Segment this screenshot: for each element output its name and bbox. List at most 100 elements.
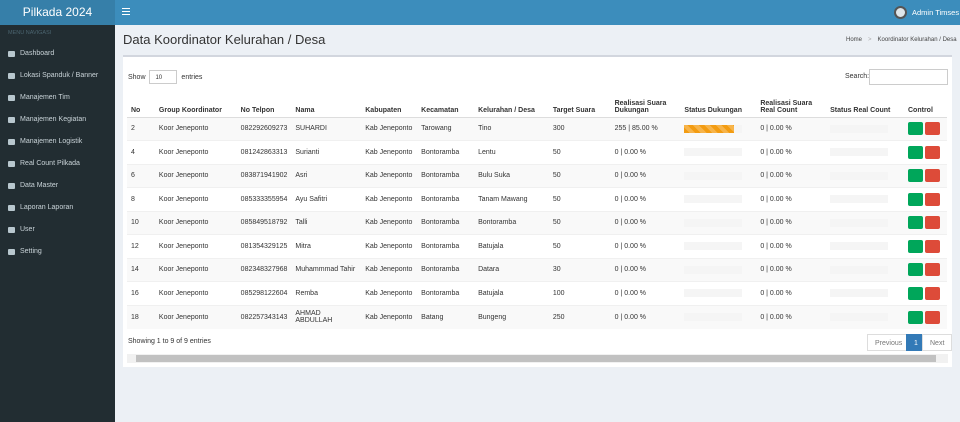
edit-button[interactable] — [908, 192, 923, 206]
breadcrumb-home[interactable]: Home — [846, 37, 863, 43]
table-body: 2 Koor Jeneponto 082292609273 SUHARDI Kab Je… — [127, 116, 947, 329]
realisasi-cell: 255 | 85.00 % — [610, 116, 681, 141]
nav-item[interactable]: Real Count Pilkada — [20, 160, 80, 167]
progress-bar — [684, 148, 743, 157]
progress-cell — [826, 234, 904, 258]
progress-cell — [680, 116, 757, 141]
delete-button[interactable] — [925, 216, 940, 230]
kelurahan-cell: Bulu Suka — [474, 163, 549, 188]
nav-icon — [8, 227, 15, 233]
scrollbar[interactable] — [127, 354, 948, 363]
user-name[interactable]: Admin Timses — [912, 8, 960, 17]
user-avatar[interactable] — [894, 6, 907, 19]
table-row: 16 Koor Jeneponto 085298122604 Remba Kab Jen… — [127, 281, 947, 305]
progress-cell — [826, 257, 904, 282]
delete-button[interactable] — [925, 169, 940, 183]
prev-button[interactable]: Previous — [867, 334, 911, 351]
kecamatan-cell: Bontoramba — [417, 210, 475, 235]
column-header[interactable]: Control — [904, 90, 947, 118]
breadcrumb: Home > Koordinator Kelurahan / Desa — [846, 37, 957, 43]
column-header[interactable]: Kecamatan — [417, 90, 475, 118]
nav-item[interactable]: Data Master — [20, 182, 59, 189]
table-row: 6 Koor Jeneponto 083871941902 Asri Kab Jenep… — [127, 163, 947, 188]
progress-bar — [684, 195, 743, 204]
column-header[interactable]: Target Suara — [548, 90, 611, 118]
nav-icon — [8, 161, 15, 167]
table-row: 2 Koor Jeneponto 082292609273 SUHARDI Kab Je… — [127, 116, 947, 141]
search-input[interactable] — [869, 69, 948, 85]
column-header[interactable]: Realisasi Suara Dukungan — [610, 90, 681, 118]
column-header[interactable]: Kelurahan / Desa — [474, 90, 549, 118]
nav-item[interactable]: Lokasi Spanduk / Banner — [20, 72, 99, 79]
column-header[interactable]: No Telpon — [236, 90, 292, 118]
column-header[interactable]: Kabupaten — [361, 90, 418, 118]
edit-button[interactable] — [908, 145, 923, 159]
kelurahan-cell: Tino — [474, 116, 549, 141]
delete-button[interactable] — [925, 310, 940, 324]
telpon-cell: 085849518792 — [236, 210, 292, 235]
column-header[interactable]: Realisasi Suara Real Count — [756, 90, 827, 118]
delete-button[interactable] — [925, 192, 940, 206]
progress-bar — [684, 313, 743, 321]
edit-button[interactable] — [908, 169, 923, 183]
delete-button[interactable] — [925, 239, 940, 253]
nav-icon — [8, 205, 15, 211]
next-button[interactable]: Next — [922, 334, 953, 351]
column-header[interactable]: No — [127, 90, 155, 118]
nav-item[interactable]: Manajemen Logistik — [20, 138, 83, 145]
table-row: 8 Koor Jeneponto 085333355954 Ayu Safitri Ka… — [127, 187, 947, 211]
edit-button[interactable] — [908, 310, 923, 324]
delete-button[interactable] — [925, 145, 940, 159]
progress-bar — [830, 148, 889, 157]
no-cell: 12 — [127, 234, 155, 258]
nama-cell: Surianti — [291, 140, 362, 164]
target-cell: 50 — [548, 140, 611, 164]
edit-button[interactable] — [908, 239, 923, 253]
column-header[interactable]: Status Real Count — [826, 90, 904, 118]
target-cell: 50 — [548, 234, 611, 258]
delete-button[interactable] — [925, 122, 940, 136]
length-control: Show 10 entries — [128, 70, 202, 85]
telpon-cell: 085298122604 — [236, 281, 292, 305]
edit-button[interactable] — [908, 122, 923, 136]
realisasi-cell: 0 | 0.00 % — [610, 210, 681, 235]
nav-icon — [8, 51, 15, 57]
delete-button[interactable] — [925, 286, 940, 300]
no-cell: 8 — [127, 187, 155, 211]
realisasi-cell: 0 | 0.00 % — [610, 187, 681, 211]
brand[interactable]: Pilkada 2024 — [0, 0, 115, 25]
progress-cell — [680, 140, 757, 164]
nav-item[interactable]: Laporan Laporan — [20, 204, 74, 211]
table-row: 14 Koor Jeneponto 082348327968 Muhammmad Ta… — [127, 257, 947, 282]
menu-toggle[interactable] — [122, 8, 130, 9]
nav-item[interactable]: Manajemen Kegiatan — [20, 116, 87, 123]
progress-bar — [684, 218, 743, 227]
nav-item[interactable]: User — [20, 226, 35, 233]
progress-cell — [826, 210, 904, 235]
nav-icon — [8, 249, 15, 255]
kecamatan-cell: Tarowang — [417, 116, 475, 141]
edit-button[interactable] — [908, 263, 923, 277]
delete-button[interactable] — [925, 263, 940, 277]
column-header[interactable]: Group Koordinator — [154, 90, 237, 118]
progress-bar — [830, 218, 889, 227]
column-header[interactable]: Status Dukungan — [680, 90, 757, 118]
progress-cell — [826, 163, 904, 188]
kabupaten-cell: Kab Jeneponto — [361, 163, 418, 188]
page-size-select[interactable]: 10 — [149, 70, 178, 84]
nav-item[interactable]: Dashboard — [20, 50, 55, 57]
progress-bar — [684, 289, 743, 298]
column-header[interactable]: Nama — [291, 90, 362, 118]
progress-bar — [830, 289, 889, 298]
group-cell: Koor Jeneponto — [154, 210, 237, 235]
edit-button[interactable] — [908, 286, 923, 300]
edit-button[interactable] — [908, 216, 923, 230]
real-count-cell: 0 | 0.00 % — [756, 234, 827, 258]
nav-item[interactable]: Manajemen Tim — [20, 94, 70, 101]
breadcrumb-current: Koordinator Kelurahan / Desa — [877, 37, 957, 43]
nav-item[interactable]: Setting — [20, 248, 42, 255]
scroll-thumb[interactable] — [136, 355, 936, 362]
group-cell: Koor Jeneponto — [154, 304, 237, 329]
no-cell: 10 — [127, 210, 155, 235]
